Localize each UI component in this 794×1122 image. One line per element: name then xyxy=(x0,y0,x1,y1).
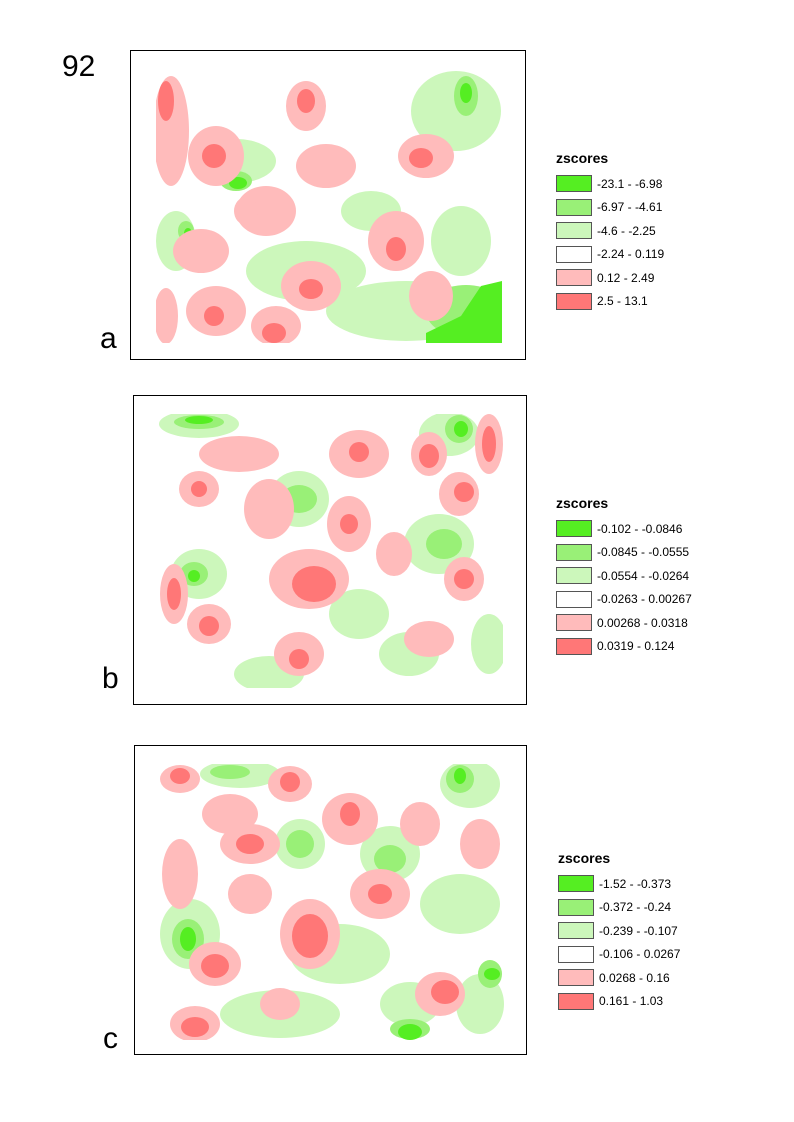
legend-label: 0.12 - 2.49 xyxy=(597,270,655,285)
legend-label: -0.0845 - -0.0555 xyxy=(597,545,690,560)
legend-entry: -2.24 - 0.119 xyxy=(556,243,664,267)
legend-entry: -0.102 - -0.0846 xyxy=(556,517,692,541)
legend-entry: -0.239 - -0.107 xyxy=(558,919,680,943)
legend-entry: -4.6 - -2.25 xyxy=(556,219,664,243)
map-c-dark-green-zones xyxy=(180,768,500,1040)
legend-swatch xyxy=(556,520,592,538)
legend-title: zscores xyxy=(556,495,609,511)
legend-swatch xyxy=(558,992,594,1010)
legend-label: -0.102 - -0.0846 xyxy=(597,521,683,536)
legend-swatch xyxy=(556,637,592,655)
legend-entry: 0.161 - 1.03 xyxy=(558,990,680,1014)
legend-label: -23.1 - -6.98 xyxy=(597,176,663,191)
legend-label: -2.24 - 0.119 xyxy=(597,247,665,262)
legend-swatch xyxy=(558,898,594,916)
map-c-dark-red-zones xyxy=(170,768,459,1037)
legend-swatch xyxy=(558,922,594,940)
panel-letter-a: a xyxy=(100,322,117,355)
legend-entry: -0.0845 - -0.0555 xyxy=(556,541,692,565)
page-number: 92 xyxy=(62,50,96,83)
legend-entry: 0.0319 - 0.124 xyxy=(556,635,692,659)
map-frame-a xyxy=(130,50,526,360)
legend-label: -0.0554 - -0.0264 xyxy=(597,568,690,583)
map-frame-b xyxy=(133,395,527,705)
legend-label: -0.372 - -0.24 xyxy=(599,900,672,915)
legend-swatch xyxy=(556,292,592,310)
legend-swatch xyxy=(556,590,592,608)
legend-swatch xyxy=(556,614,592,632)
legend-label: -0.239 - -0.107 xyxy=(599,923,678,938)
legend-title: zscores xyxy=(558,850,611,866)
legend-entry: 0.00268 - 0.0318 xyxy=(556,611,692,635)
legend-label: 0.0319 - 0.124 xyxy=(597,639,675,654)
legend-entry: -23.1 - -6.98 xyxy=(556,172,664,196)
legend-entry: -0.106 - 0.0267 xyxy=(558,943,680,967)
legend-entry: -0.0263 - 0.00267 xyxy=(556,588,692,612)
legend-label: -0.106 - 0.0267 xyxy=(599,947,681,962)
legend-swatch xyxy=(556,198,592,216)
map-a-dark-green-zones xyxy=(184,83,502,343)
legend-entry: -0.372 - -0.24 xyxy=(558,896,680,920)
legend-label: -0.0263 - 0.00267 xyxy=(597,592,692,607)
legend-title: zscores xyxy=(556,150,609,166)
legend-swatch xyxy=(558,969,594,987)
legend-entry: -0.0554 - -0.0264 xyxy=(556,564,692,588)
legend-entry: 0.12 - 2.49 xyxy=(556,266,664,290)
panel-letter-c: c xyxy=(103,1022,118,1055)
legend-swatch xyxy=(556,222,592,240)
legend-label: -6.97 - -4.61 xyxy=(597,200,663,215)
legend-label: 0.0268 - 0.16 xyxy=(599,970,670,985)
legend-entry: 0.0268 - 0.16 xyxy=(558,966,680,990)
legend-entry: -6.97 - -4.61 xyxy=(556,196,664,220)
legend-label: -4.6 - -2.25 xyxy=(597,223,656,238)
panel-letter-b: b xyxy=(102,662,119,695)
legend-label: -1.52 - -0.373 xyxy=(599,876,672,891)
legend-label: 0.00268 - 0.0318 xyxy=(597,615,688,630)
legend-swatch xyxy=(556,269,592,287)
map-b-dark-red-zones xyxy=(167,426,496,669)
legend-swatch xyxy=(558,875,594,893)
zscore-map-b xyxy=(159,414,503,688)
legend-label: 2.5 - 13.1 xyxy=(597,294,648,309)
zscore-map-c xyxy=(160,764,504,1040)
legend-swatch xyxy=(558,945,594,963)
legend-swatch xyxy=(556,543,592,561)
legend-label: 0.161 - 1.03 xyxy=(599,994,664,1009)
map-frame-c xyxy=(134,745,527,1055)
map-a-light-red-zones xyxy=(156,76,454,343)
zscore-map-a xyxy=(156,71,502,343)
legend-swatch xyxy=(556,245,592,263)
legend-entry: 2.5 - 13.1 xyxy=(556,290,664,314)
map-b-dark-green-zones xyxy=(185,416,468,582)
legend-swatch xyxy=(556,567,592,585)
legend-c: zscores -1.52 - -0.373 -0.372 - -0.24 -0… xyxy=(558,850,680,1013)
legend-a: zscores -23.1 - -6.98 -6.97 - -4.61 -4.6… xyxy=(556,150,664,313)
map-a-dark-red-zones xyxy=(158,81,433,343)
legend-entry: -1.52 - -0.373 xyxy=(558,872,680,896)
legend-swatch xyxy=(556,175,592,193)
legend-b: zscores -0.102 - -0.0846 -0.0845 - -0.05… xyxy=(556,495,692,658)
